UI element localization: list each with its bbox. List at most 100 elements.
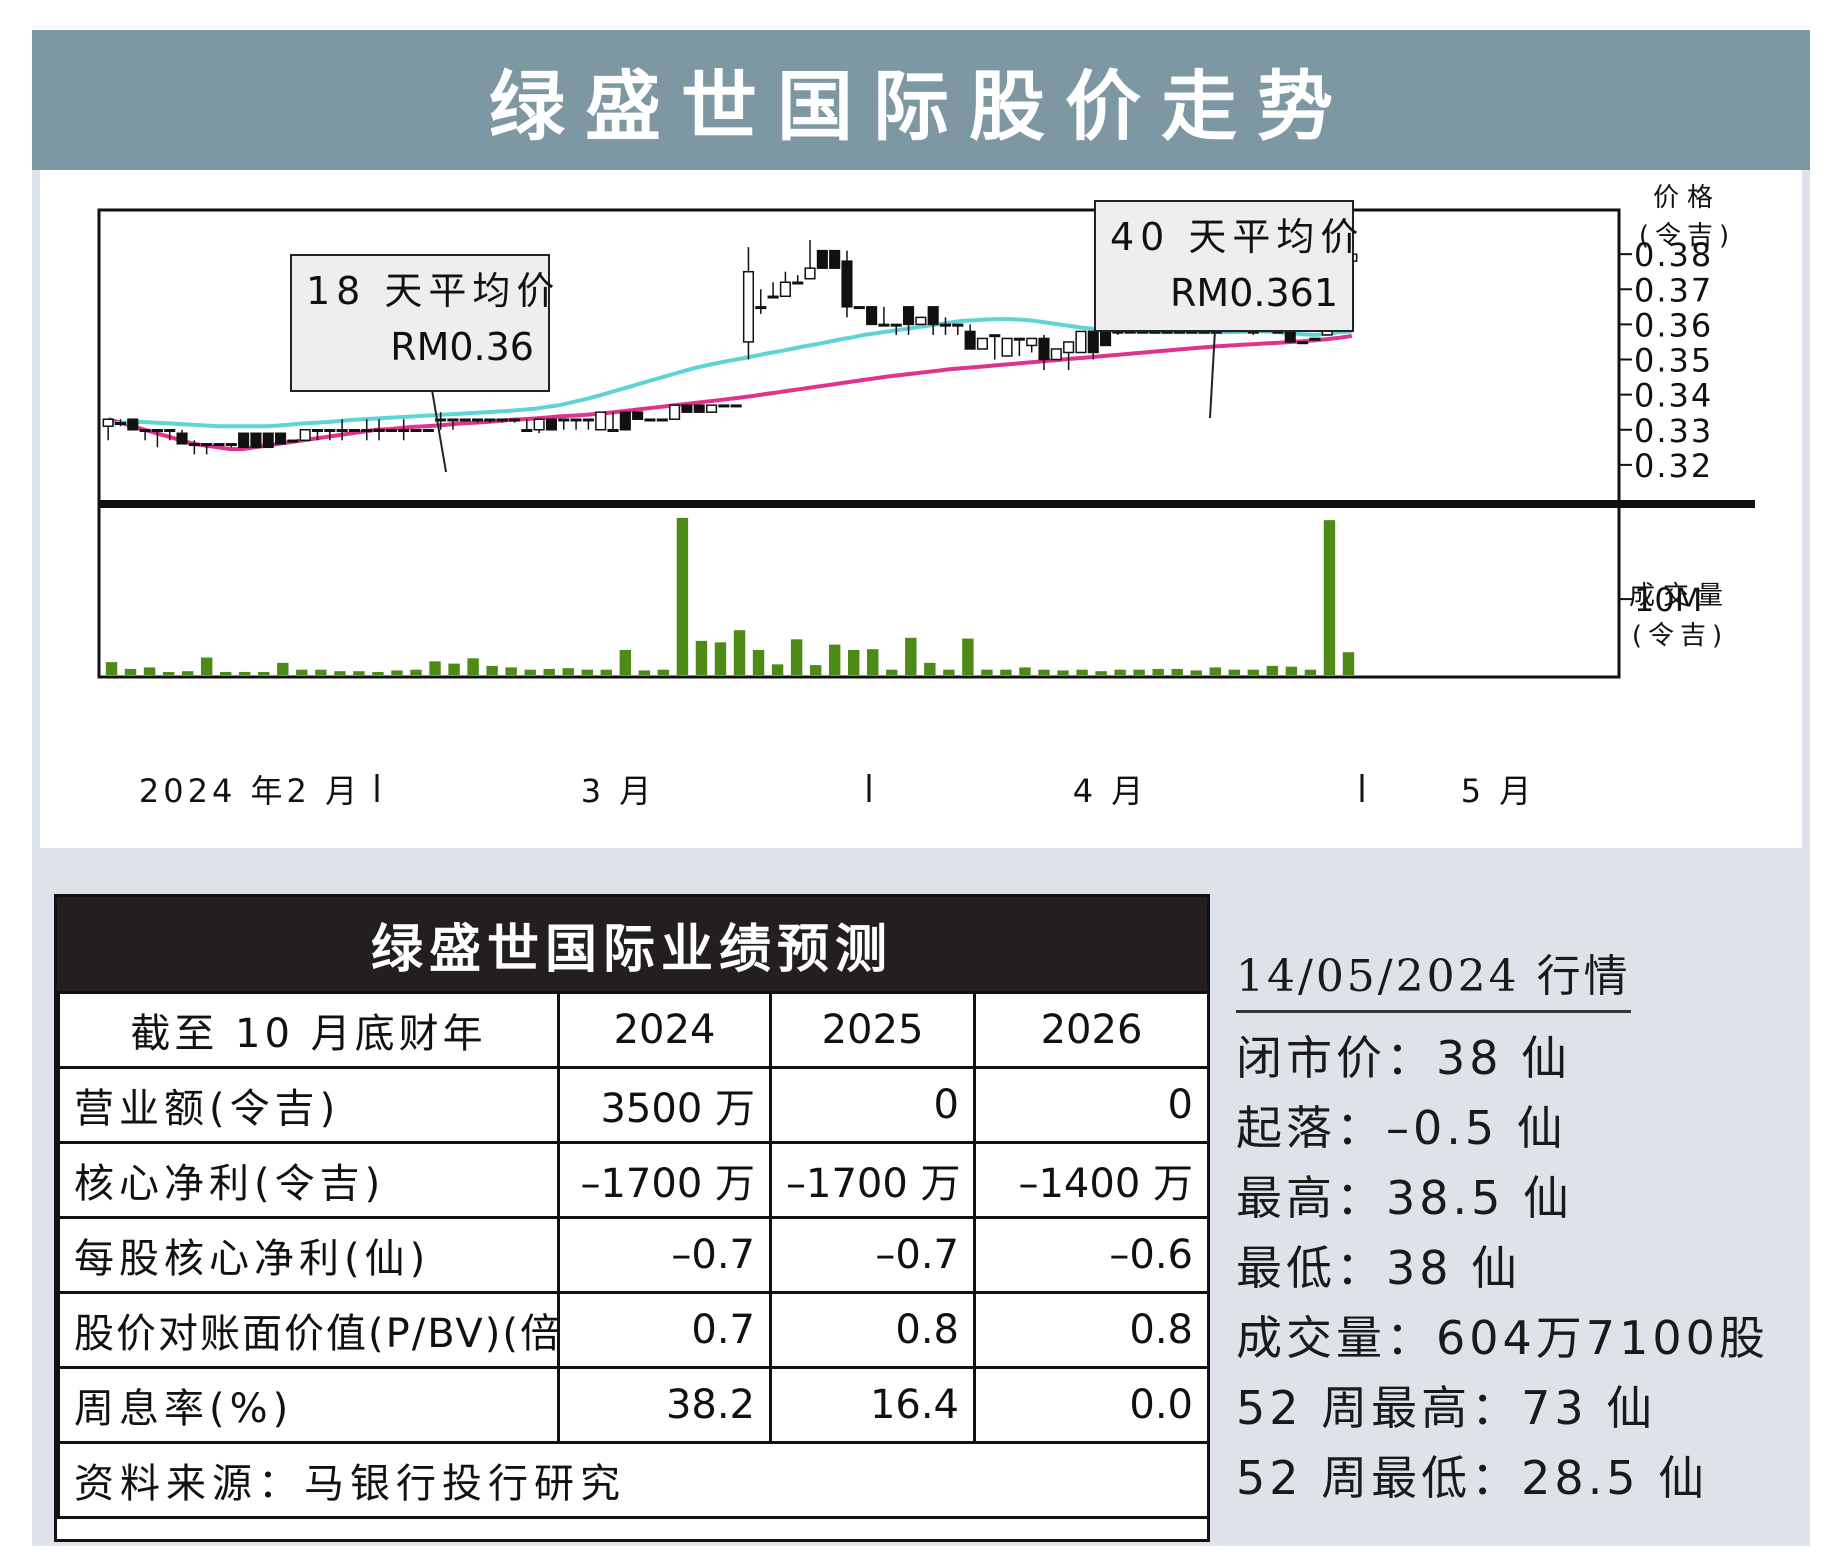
candle <box>742 247 755 360</box>
candle <box>1050 348 1062 361</box>
volume-bar <box>1190 670 1202 675</box>
volume-bar <box>162 671 175 675</box>
candle <box>755 289 767 314</box>
candle <box>570 418 582 430</box>
month-label: 4 月 <box>1073 772 1148 810</box>
candle-body <box>878 323 890 327</box>
trading-volume: 成交量：604万7100股 <box>1236 1311 1769 1365</box>
candle <box>114 419 127 427</box>
candle <box>607 412 619 433</box>
volume-bar <box>105 662 118 675</box>
volume-bar <box>581 669 593 675</box>
candle-body <box>188 443 200 447</box>
candle <box>705 404 718 413</box>
candle-body <box>1013 337 1025 341</box>
volume-bar <box>219 671 232 675</box>
candle <box>693 404 705 413</box>
candle-body <box>841 260 853 308</box>
candle <box>1100 330 1112 347</box>
candle <box>1013 337 1025 356</box>
candle-body <box>681 404 693 413</box>
volume-bar <box>1114 669 1126 675</box>
table-cell: 0 <box>769 1066 976 1144</box>
candle-body <box>496 418 508 422</box>
volume-bar <box>181 671 194 675</box>
volume-bar <box>809 665 822 675</box>
volume-bars-group <box>105 517 1355 675</box>
candle <box>238 432 250 449</box>
ma40-callout-pointer <box>1209 329 1216 419</box>
ma18-callout-pointer <box>431 389 447 473</box>
candle <box>324 429 336 441</box>
volume-bar <box>334 671 346 675</box>
candle-body <box>225 443 237 447</box>
volume-bar <box>1171 668 1183 675</box>
candle <box>927 306 939 335</box>
volume-bar <box>1000 669 1012 675</box>
volume-bar <box>467 658 479 675</box>
candle <box>250 432 262 449</box>
candle <box>829 249 841 269</box>
source-row: 资料来源：马银行投行研究 <box>57 1441 1210 1519</box>
volume-bar <box>353 671 365 675</box>
candle-body <box>508 418 521 422</box>
month-axis: 2024 年2 月 3 月 4 月 5 月 <box>139 772 1531 810</box>
table-cell: 0.8 <box>973 1291 1210 1369</box>
candle-body <box>176 432 188 445</box>
candle <box>619 411 631 431</box>
volume-bar <box>676 517 689 675</box>
candle-body <box>521 429 533 433</box>
candle-body <box>1063 341 1075 354</box>
table-row: 核心净利(令吉) –1700 万 –1700 万 –1400 万 <box>57 1141 1210 1219</box>
candle-body <box>705 404 718 413</box>
candle-body <box>533 418 545 431</box>
candle-body <box>816 249 828 269</box>
volume-bar <box>1285 666 1298 675</box>
candle-body <box>250 432 262 449</box>
candle-body <box>139 429 151 433</box>
candle <box>582 418 594 430</box>
volume-bar <box>600 669 613 675</box>
table-cell: 0.0 <box>973 1366 1210 1444</box>
volume-bar <box>752 649 765 675</box>
candle-body <box>890 323 902 327</box>
volume-bar <box>771 664 784 675</box>
candle-body <box>693 404 705 413</box>
candle <box>669 404 681 420</box>
price-tick-label: 0.32 <box>1634 447 1713 485</box>
volume-bar <box>733 630 746 675</box>
candle <box>201 443 213 455</box>
candle <box>1001 337 1013 357</box>
candle <box>964 324 976 350</box>
candle-body <box>915 316 927 326</box>
candle <box>533 418 545 434</box>
volume-bar <box>962 638 974 675</box>
candle-body <box>742 270 755 343</box>
stock-chart-panel: 0.38 0.37 0.36 0.35 0.34 0.33 0.32 价格 (令吉) 10M 成交… <box>40 170 1802 848</box>
table-cell: 0.8 <box>769 1291 976 1369</box>
candle <box>1087 330 1099 360</box>
candle-body <box>1309 337 1321 341</box>
candle-body <box>656 418 668 422</box>
volume-bar <box>524 669 536 675</box>
column-header: 2025 <box>769 991 976 1069</box>
ma40-callout-value: RM0.361 <box>1170 271 1338 315</box>
table-row: 营业额(令吉) 3500 万 0 0 <box>57 1066 1210 1144</box>
candle <box>558 418 570 430</box>
volume-bar <box>847 649 860 675</box>
candle <box>1075 330 1087 354</box>
candle <box>779 271 791 298</box>
candle-body <box>324 429 336 433</box>
row-label: 股价对账面价值(P/BV)(倍) <box>57 1291 560 1369</box>
candle <box>447 418 459 430</box>
market-summary: 14/05/2024 行情 闭市价：38 仙 起落：–0.5 仙 最高：38.5… <box>1236 940 1796 1513</box>
table-row: 股价对账面价值(P/BV)(倍) 0.7 0.8 0.8 <box>57 1291 1210 1369</box>
candle <box>496 418 508 423</box>
candle <box>299 429 311 442</box>
candle <box>792 275 804 285</box>
candle-body <box>1284 330 1296 343</box>
volume-bar <box>1057 670 1069 675</box>
volume-bar <box>886 669 898 675</box>
candle <box>127 418 139 431</box>
